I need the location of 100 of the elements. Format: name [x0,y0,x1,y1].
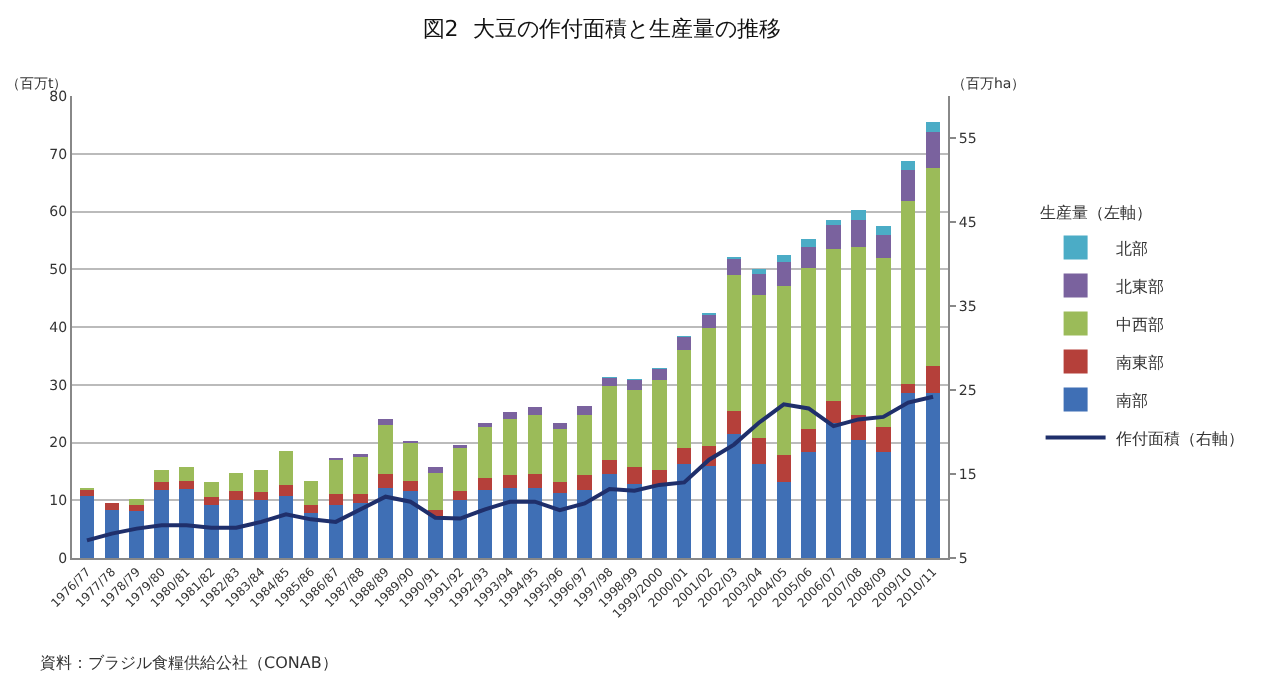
bar [577,475,592,490]
text: 資料：ブラジル食糧供給公社（CONAB） [40,654,338,672]
bar [278,495,294,558]
bar [353,494,368,504]
chart-title: 図2 大豆の作付面積と生産量の推移 [422,15,781,42]
bar [602,386,617,460]
bar [253,469,269,493]
bar [378,418,393,425]
bar [851,219,866,248]
bar [403,480,418,492]
bar [701,314,717,329]
bar [751,464,767,558]
bar [453,447,468,492]
bar [627,467,642,484]
bar [527,414,543,475]
bar [204,505,219,558]
bar [801,428,816,453]
bar [900,160,916,170]
bar [726,258,742,276]
legend-label: 中西部 [1115,315,1164,334]
bar [652,484,667,558]
bar [726,275,742,412]
bar [826,225,841,250]
legend-label: 作付面積（右軸） [1113,429,1244,448]
bar [900,393,916,558]
bar [403,443,418,481]
bar [751,295,767,438]
bar [876,451,891,558]
bar [428,472,443,510]
bar [328,459,344,494]
bar [278,485,294,496]
bar [104,503,120,510]
bar [229,500,244,558]
bar [179,467,194,481]
bar [900,201,916,384]
bar [229,473,244,492]
bar [129,498,144,506]
bar [925,365,941,394]
bar [477,478,493,490]
bar [876,225,891,236]
bar [253,500,269,558]
bar [826,249,841,401]
bar [129,510,144,558]
bar [527,487,543,558]
bar [129,505,144,511]
bar [751,437,767,465]
bar [701,328,717,446]
bar [552,428,567,482]
bar [602,377,617,387]
bar [477,427,493,479]
bar [502,411,518,420]
bar [826,422,841,558]
bar [477,489,493,558]
bar [676,464,692,558]
bar [925,168,941,366]
bar [502,475,518,488]
bar [602,459,617,475]
bar [925,132,941,169]
bar [403,491,418,558]
bar [179,480,194,489]
bar [303,480,319,505]
bar [925,121,941,133]
bar [502,419,518,476]
bar [204,497,219,506]
bar [204,482,219,498]
bar [79,489,95,496]
bar [353,503,368,558]
legend-label: 北東部 [1115,277,1164,296]
bar [453,500,468,558]
legend-label: 南部 [1115,391,1148,410]
bar [876,235,891,259]
bar [925,393,941,558]
bar [453,491,468,501]
bar [627,380,642,390]
bar [527,407,543,415]
bar [378,487,393,558]
bar [627,389,642,468]
bar [253,492,269,501]
bar [676,447,692,465]
bar [776,455,791,482]
bar [428,467,443,473]
bar [726,411,742,434]
bar [801,452,816,558]
bar [179,488,194,558]
bar [577,406,592,416]
bar [527,474,543,488]
bar [801,239,816,247]
bar [876,427,891,452]
bar [378,474,393,488]
bar [627,483,642,558]
line-series [84,394,936,543]
bar [353,456,368,495]
bar [676,349,692,448]
bar [278,451,294,486]
legend-label: 南東部 [1115,353,1164,372]
bar [154,489,169,558]
bar [502,487,518,558]
bar [851,210,866,220]
bar [602,474,617,558]
bar [801,246,816,268]
